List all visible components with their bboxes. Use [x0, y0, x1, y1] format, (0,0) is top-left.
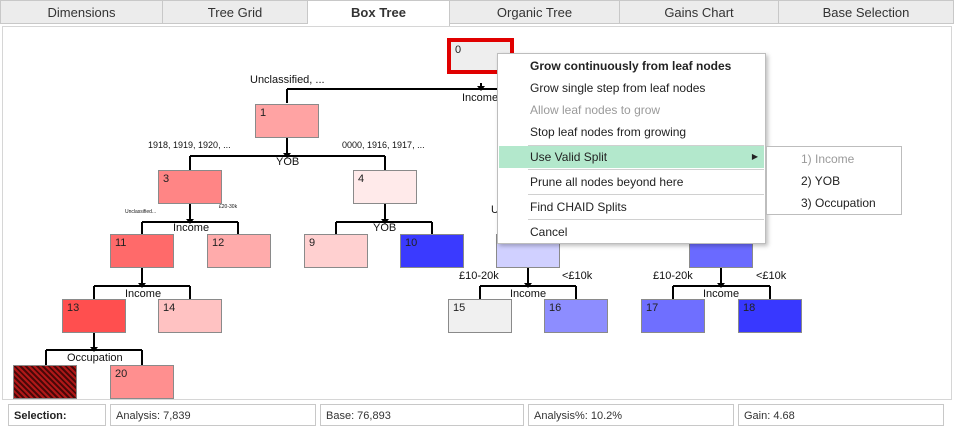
branch-label: Unclassified...: [125, 209, 157, 215]
submenu-yob[interactable]: 2) YOB: [801, 174, 841, 188]
tree-node-18[interactable]: 18: [738, 299, 802, 333]
branch-label: £20-30k: [219, 204, 238, 210]
split-label: Income: [462, 92, 499, 104]
node-id: 16: [549, 302, 562, 314]
menu-grow-single-step[interactable]: Grow single step from leaf nodes: [530, 81, 706, 95]
menu-item-label: Use Valid Split: [530, 150, 608, 164]
tree-node-11[interactable]: 11: [110, 234, 174, 268]
analysis-percent: Analysis%: 10.2%: [528, 404, 734, 426]
node-id: 4: [358, 173, 365, 185]
tab-tree-grid[interactable]: Tree Grid: [163, 0, 308, 24]
tree-node-14[interactable]: 14: [158, 299, 222, 333]
base-count: Base: 76,893: [320, 404, 524, 426]
branch-label: <£10k: [756, 270, 787, 282]
gain-value: Gain: 4.68: [738, 404, 944, 426]
menu-grow-continuously[interactable]: Grow continuously from leaf nodes: [530, 59, 732, 73]
node-id: 11: [115, 237, 127, 249]
view-tabs: Dimensions Tree Grid Box Tree Organic Tr…: [0, 0, 954, 27]
triangle-right-icon: ▶: [751, 152, 758, 161]
split-label: YOB: [276, 156, 300, 168]
tree-node-17[interactable]: 17: [641, 299, 705, 333]
branch-label: 1918, 1919, 1920, ...: [148, 140, 231, 150]
node-id: 0: [455, 44, 462, 56]
selection-label: Selection:: [8, 404, 106, 426]
tree-node-20[interactable]: 20: [110, 365, 174, 399]
node-id: 20: [115, 368, 128, 380]
tree-node-15[interactable]: 15: [448, 299, 512, 333]
menu-stop-leaf-growing[interactable]: Stop leaf nodes from growing: [530, 125, 687, 139]
valid-split-submenu: 1) Income 2) YOB 3) Occupation: [766, 146, 902, 215]
node-id: 12: [212, 237, 225, 249]
split-label: Income: [125, 288, 162, 300]
status-bar: Selection: Analysis: 7,839 Base: 76,893 …: [8, 404, 944, 426]
tab-organic-tree[interactable]: Organic Tree: [450, 0, 620, 24]
menu-use-valid-split[interactable]: Use Valid Split ▶: [499, 146, 764, 168]
tree-node-10[interactable]: 10: [400, 234, 464, 268]
tree-node-16[interactable]: 16: [544, 299, 608, 333]
submenu-income[interactable]: 1) Income: [801, 152, 855, 166]
branch-label: £10-20k: [653, 270, 693, 282]
menu-separator: [528, 145, 764, 146]
menu-cancel[interactable]: Cancel: [530, 225, 568, 239]
split-label: Income: [173, 222, 210, 234]
tree-node-13[interactable]: 13: [62, 299, 126, 333]
analysis-count: Analysis: 7,839: [110, 404, 316, 426]
menu-separator: [528, 219, 764, 220]
tree-node-12[interactable]: 12: [207, 234, 271, 268]
menu-separator: [528, 169, 764, 170]
node-id: 1: [260, 107, 267, 119]
branch-label: U: [491, 204, 499, 216]
split-label: YOB: [373, 222, 397, 234]
menu-prune-nodes[interactable]: Prune all nodes beyond here: [530, 175, 684, 189]
tab-base-selection[interactable]: Base Selection: [779, 0, 954, 24]
branch-label: £10-20k: [459, 270, 499, 282]
branch-label: <£10k: [562, 270, 593, 282]
node-id: 14: [163, 302, 176, 314]
tree-node-1[interactable]: 1: [255, 104, 319, 138]
branch-label: 0000, 1916, 1917, ...: [342, 140, 425, 150]
tab-box-tree[interactable]: Box Tree: [308, 0, 450, 27]
tree-connectors: [45, 83, 771, 365]
node-id: 13: [67, 302, 80, 314]
tree-node-4[interactable]: 4: [353, 170, 417, 204]
menu-separator: [528, 194, 764, 195]
node-context-menu: Grow continuously from leaf nodes Grow s…: [497, 53, 766, 244]
menu-allow-leaf-grow[interactable]: Allow leaf nodes to grow: [530, 103, 661, 117]
tree-node-hatched[interactable]: [13, 365, 77, 399]
branch-label: Unclassified, ...: [250, 74, 325, 86]
box-tree-canvas[interactable]: [2, 26, 952, 400]
split-label: Occupation: [67, 352, 123, 364]
submenu-occupation[interactable]: 3) Occupation: [801, 196, 876, 210]
tab-gains-chart[interactable]: Gains Chart: [620, 0, 779, 24]
node-id: 9: [309, 237, 316, 249]
tab-dimensions[interactable]: Dimensions: [0, 0, 163, 24]
node-id: 3: [163, 173, 170, 185]
node-id: 15: [453, 302, 466, 314]
tree-node-9[interactable]: 9: [304, 234, 368, 268]
tree-node-3[interactable]: 3: [158, 170, 222, 204]
split-label: Income: [510, 288, 547, 300]
split-label: Income: [703, 288, 740, 300]
menu-find-chaid[interactable]: Find CHAID Splits: [530, 200, 627, 214]
node-id: 10: [405, 237, 418, 249]
node-id: 18: [743, 302, 756, 314]
node-id: 17: [646, 302, 659, 314]
